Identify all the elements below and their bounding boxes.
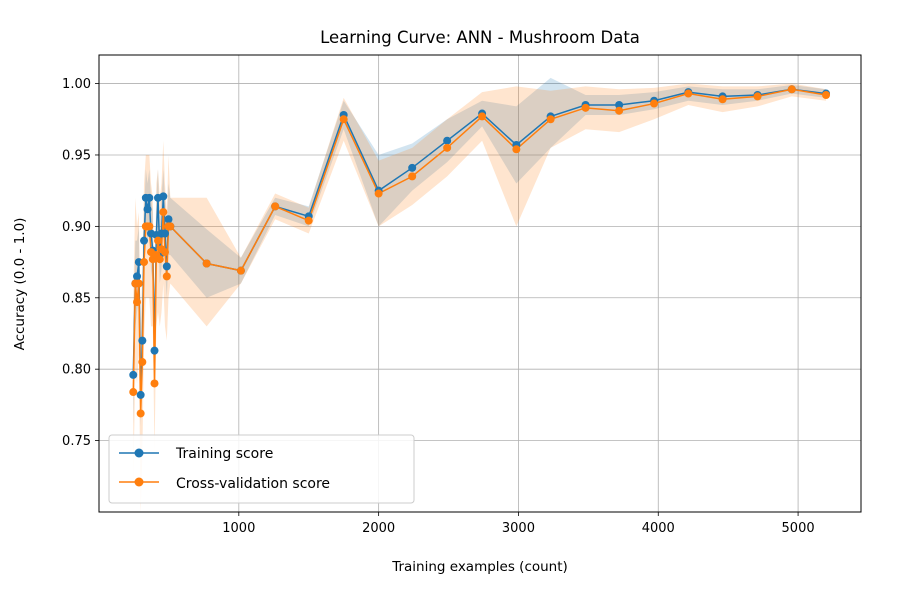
cross-validation-point — [150, 379, 159, 388]
cross-validation-point — [339, 115, 348, 124]
cross-validation-point — [236, 266, 245, 275]
cross-validation-point — [166, 222, 175, 231]
cross-validation-point — [408, 172, 417, 181]
cross-validation-point — [787, 85, 796, 94]
cross-validation-point — [512, 145, 521, 154]
x-axis-label: Training examples (count) — [391, 559, 568, 575]
cross-validation-point — [753, 92, 762, 101]
y-tick-label: 0.75 — [62, 434, 91, 449]
training-point — [133, 272, 142, 281]
training-point — [615, 100, 624, 109]
plot-area: 1000 2000 3000 4000 5000 0.75 0.80 0.85 0.90 0.95… — [62, 54, 862, 536]
training-point — [162, 262, 171, 271]
legend-label-training: Training score — [175, 446, 273, 462]
y-axis-label: Accuracy (0.0 - 1.0) — [12, 218, 28, 351]
cross-validation-point — [129, 388, 138, 397]
cross-validation-point — [138, 358, 147, 367]
training-point — [164, 215, 173, 224]
cross-validation-point — [374, 189, 383, 198]
x-tick-label: 3000 — [502, 521, 535, 536]
cross-validation-point — [718, 95, 727, 104]
cross-validation-point — [159, 208, 168, 217]
x-tick-label: 2000 — [362, 521, 395, 536]
plot-frame — [98, 54, 862, 513]
x-tick-label: 5000 — [782, 521, 815, 536]
cross-validation-point — [134, 279, 143, 288]
chart-title: Learning Curve: ANN - Mushroom Data — [320, 28, 640, 47]
axis-ticks: 1000 2000 3000 4000 5000 0.75 0.80 0.85 0.90 0.95… — [62, 77, 815, 536]
training-point — [138, 336, 147, 345]
cross-validation-point — [443, 143, 452, 152]
legend: Training score Cross-validation score — [108, 434, 415, 504]
grid-lines — [99, 55, 861, 512]
legend-marker-training — [134, 448, 144, 458]
cross-validation-point — [202, 259, 211, 268]
training-point — [159, 192, 168, 201]
y-tick-label: 1.00 — [62, 77, 91, 92]
cross-validation-point — [478, 112, 487, 121]
training-point — [143, 205, 152, 214]
cross-validation-point — [615, 106, 624, 115]
y-tick-label: 0.85 — [62, 291, 91, 306]
legend-marker-cross-validation — [134, 477, 144, 487]
cross-validation-point — [546, 115, 555, 124]
y-tick-label: 0.80 — [62, 363, 91, 378]
cross-validation-point — [162, 272, 171, 281]
training-point — [443, 136, 452, 145]
training-point — [408, 163, 417, 172]
series-points — [129, 85, 831, 418]
cross-validation-point — [140, 258, 149, 267]
training-point — [145, 193, 154, 202]
cross-validation-point — [650, 99, 659, 108]
y-tick-label: 0.95 — [62, 148, 91, 163]
y-tick-label: 0.90 — [62, 220, 91, 235]
cross-validation-point — [160, 248, 169, 257]
x-tick-label: 4000 — [642, 521, 675, 536]
training-point — [140, 236, 149, 245]
training-point — [150, 346, 159, 355]
cross-validation-point — [136, 409, 145, 418]
x-tick-label: 1000 — [222, 521, 255, 536]
training-point — [129, 370, 138, 379]
training-point — [160, 229, 169, 238]
training-point — [136, 390, 145, 399]
cross-validation-point — [145, 222, 154, 231]
legend-box — [108, 434, 415, 504]
cross-validation-point — [154, 236, 163, 245]
cross-validation-point — [304, 216, 313, 225]
cross-validation-point — [684, 89, 693, 98]
cross-validation-point — [822, 90, 831, 99]
cross-validation-point — [155, 255, 164, 264]
cross-validation-point — [133, 298, 142, 307]
cross-validation-point — [581, 103, 590, 112]
cross-validation-point — [271, 202, 280, 211]
legend-label-cross-validation: Cross-validation score — [176, 476, 330, 492]
